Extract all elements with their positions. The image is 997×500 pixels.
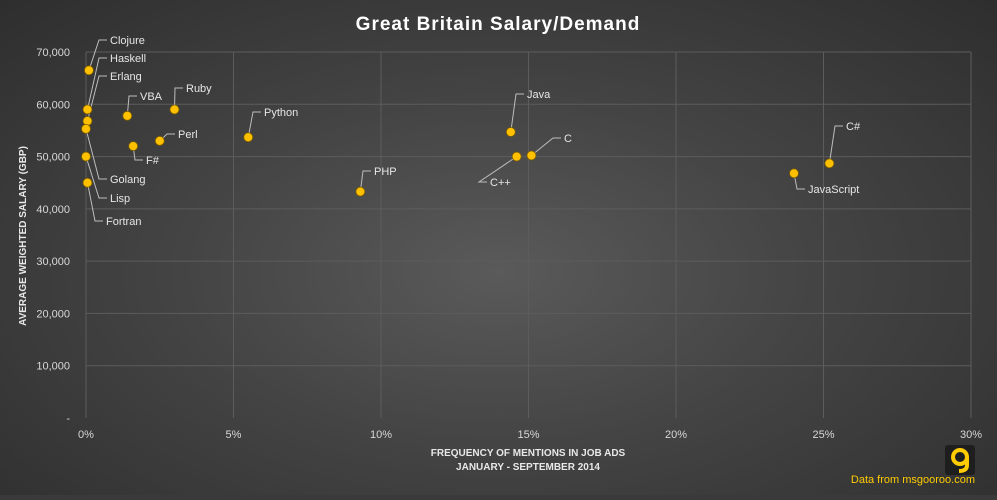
y-tick-label: 50,000 [36, 152, 70, 164]
x-tick-label: 25% [812, 429, 834, 441]
leader-line [126, 95, 137, 116]
chart-title: Great Britain Salary/Demand [356, 14, 641, 35]
data-point [789, 168, 799, 179]
point-label: F# [146, 155, 160, 167]
data-point [824, 158, 835, 169]
y-tick-label: 20,000 [36, 308, 70, 320]
data-point [526, 150, 537, 161]
x-tick-label: 20% [665, 429, 687, 441]
x-axis-subtitle: JANUARY - SEPTEMBER 2014 [456, 462, 600, 473]
data-point [128, 141, 139, 152]
data-point [511, 151, 522, 162]
x-tick-label: 30% [960, 429, 982, 441]
point-label: JavaScript [808, 184, 859, 196]
x-tick-label: 10% [370, 429, 392, 441]
data-point [243, 132, 254, 143]
leader-line [88, 39, 107, 71]
data-point [82, 104, 93, 115]
y-tick-label: 70,000 [36, 47, 70, 59]
y-axis-title: AVERAGE WEIGHTED SALARY (GBP) [18, 146, 29, 326]
point-labels: Clojure Haskell Erlang Golang Lisp Fortran VBA… [106, 35, 861, 228]
data-point [82, 116, 93, 126]
y-tick-label: 40,000 [36, 204, 70, 216]
source-credit: Data from msgooroo.com [851, 474, 975, 486]
gridlines [85, 51, 972, 418]
point-label: C++ [490, 177, 511, 189]
leader-lines [85, 39, 843, 222]
leader-line [247, 111, 261, 138]
point-label: C [564, 133, 572, 145]
msgooroo-logo-icon [945, 445, 975, 475]
point-label: Erlang [110, 71, 142, 83]
point-label: PHP [374, 166, 397, 178]
leader-line [86, 75, 107, 122]
point-label: VBA [140, 91, 163, 103]
data-point [505, 127, 516, 137]
x-tick-label: 15% [517, 429, 539, 441]
point-label: Perl [178, 129, 198, 141]
leader-line [359, 170, 371, 192]
data-point [355, 186, 366, 197]
leader-line [85, 128, 107, 180]
y-tick-label: 60,000 [36, 99, 70, 111]
leader-line [174, 87, 183, 110]
data-point [122, 110, 133, 121]
point-label: Ruby [186, 83, 212, 95]
x-axis-title: FREQUENCY OF MENTIONS IN JOB ADS [431, 448, 626, 459]
point-label: Haskell [110, 53, 146, 65]
point-label: Lisp [110, 193, 130, 205]
x-tick-label: 5% [226, 429, 242, 441]
data-point [154, 135, 165, 146]
data-point [84, 65, 94, 76]
point-label: Java [527, 89, 551, 101]
point-label: C# [846, 121, 861, 133]
leader-line [86, 57, 107, 110]
y-tick-label: - [66, 413, 70, 425]
point-label: Golang [110, 174, 145, 186]
data-points [81, 65, 835, 197]
y-tick-label: 30,000 [36, 256, 70, 268]
point-label: Python [264, 107, 298, 119]
leader-line [85, 156, 107, 199]
x-tick-label: 0% [78, 429, 94, 441]
leader-line [510, 93, 524, 133]
tick-labels: - 10,000 20,000 30,000 40,000 50,000 60,000 70,… [36, 47, 982, 441]
leader-line [477, 156, 517, 183]
leader-line [828, 125, 843, 164]
leader-line [86, 182, 103, 222]
point-label: Fortran [106, 216, 141, 228]
data-point [81, 151, 91, 162]
data-point [82, 177, 93, 188]
y-tick-label: 10,000 [36, 361, 70, 373]
leader-line [793, 173, 805, 190]
point-label: Clojure [110, 35, 145, 47]
data-point [169, 104, 180, 115]
leader-line [531, 137, 561, 156]
data-point [81, 123, 91, 134]
